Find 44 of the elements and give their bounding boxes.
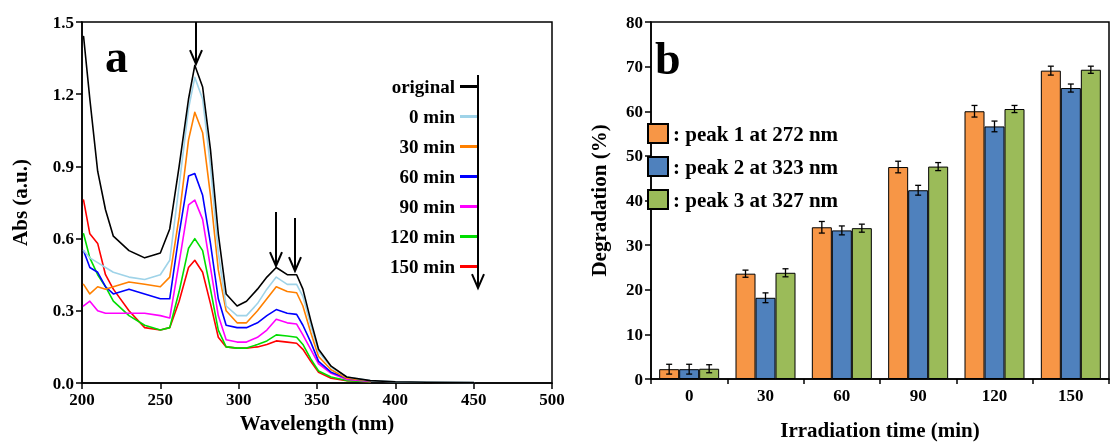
legend-label: 120 min [390, 226, 456, 247]
x-tick-label: 120 [981, 386, 1008, 405]
x-tick-label: 60 [833, 386, 851, 405]
legend-label: : peak 1 at 272 nm [673, 121, 839, 146]
x-tick-label: 250 [147, 390, 174, 409]
chart-title: b [655, 32, 681, 84]
legend-label: 90 min [399, 196, 456, 217]
y-tick-label: 20 [626, 280, 643, 300]
x-axis-title: Irradiation time (min) [780, 417, 980, 442]
legend-label: : peak 2 at 323 nm [673, 154, 839, 179]
legend-label: original [391, 76, 455, 97]
x-tick-label: 350 [304, 390, 330, 409]
y-tick-label: 80 [626, 12, 643, 32]
y-tick-label: 1.2 [52, 84, 74, 104]
x-tick-label: 30 [757, 386, 774, 405]
y-tick-label: 0.3 [52, 301, 74, 321]
x-tick-label: 300 [225, 390, 252, 409]
x-axis-title: Wavelength (nm) [239, 411, 395, 436]
y-tick-label: 70 [626, 57, 643, 77]
legend-label: 30 min [399, 136, 456, 157]
y-tick-label: 0 [634, 369, 643, 389]
y-tick-label: 0.0 [52, 373, 74, 393]
x-tick-label: 0 [684, 386, 694, 405]
x-tick-label: 450 [460, 390, 487, 409]
legend-label: : peak 3 at 327 nm [673, 187, 839, 212]
chart-title: a [105, 30, 128, 82]
x-tick-label: 400 [382, 390, 409, 409]
x-tick-label: 150 [1058, 386, 1084, 405]
legend-label: 150 min [390, 256, 456, 277]
y-tick-label: 0.6 [52, 229, 74, 249]
x-tick-label: 500 [539, 390, 565, 409]
y-tick-label: 10 [626, 324, 643, 344]
y-tick-label: 0.9 [52, 156, 74, 176]
legend-label: 0 min [409, 106, 456, 127]
x-tick-label: 90 [909, 386, 927, 405]
legend-label: 60 min [399, 166, 456, 187]
y-tick-label: 40 [626, 191, 643, 210]
y-axis-title: Abs (a.u.) [7, 159, 32, 246]
y-tick-label: 1.5 [52, 12, 74, 32]
y-axis-title: Degradation (%) [586, 124, 611, 277]
y-tick-label: 60 [626, 101, 643, 121]
x-tick-label: 200 [69, 390, 95, 409]
y-tick-label: 30 [626, 235, 643, 255]
y-tick-label: 50 [626, 146, 643, 166]
